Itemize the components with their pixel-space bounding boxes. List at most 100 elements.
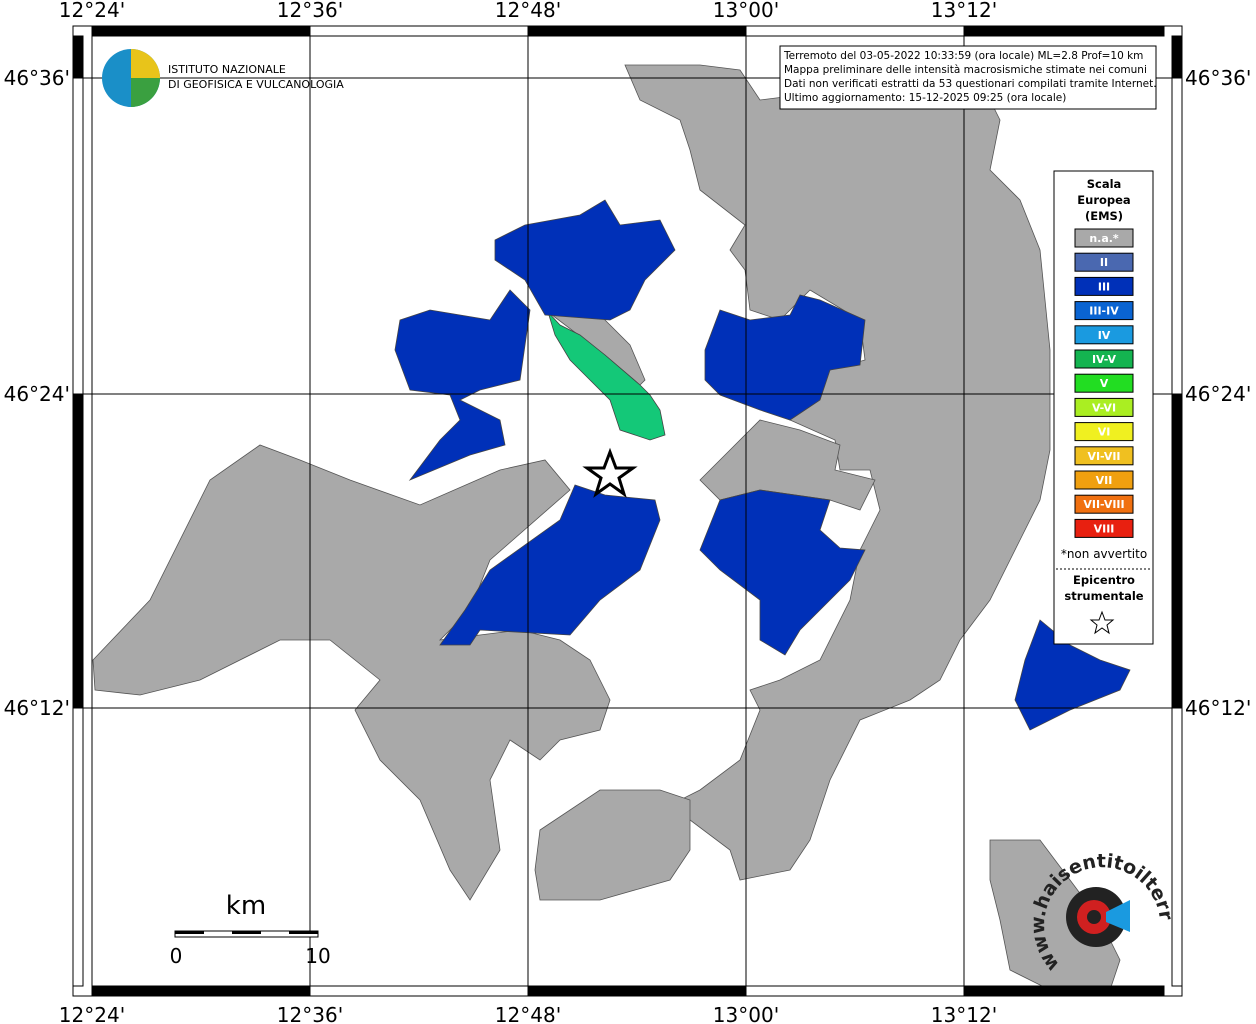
logo-text: ISTITUTO NAZIONALE [168, 63, 286, 76]
legend-swatch [1074, 397, 1134, 417]
graticule: 12°24' 12°24' 12°36' 12°36' 12°48' 12°48' 13°0… [4, 0, 1252, 1024]
lon-label: 13°00' [713, 0, 779, 22]
lon-label: 13°12' [931, 0, 997, 22]
lon-label: 12°48' [495, 0, 561, 22]
legend-swatch [1074, 325, 1134, 345]
legend-epicenter-symbol [1089, 610, 1115, 635]
logo-circle [1087, 910, 1101, 924]
lat-label: 46°12' [1185, 696, 1251, 720]
lon-label: 12°48' [495, 1003, 561, 1024]
legend-title: Europea [1077, 193, 1130, 207]
legend-swatch [1074, 470, 1134, 490]
scale-bar-segment [232, 931, 261, 934]
lon-label: 13°00' [713, 1003, 779, 1024]
logo-globe [131, 49, 160, 78]
legend-label: VII [1096, 474, 1113, 487]
legend-label: VI-VII [1087, 450, 1120, 463]
municipality [704, 294, 866, 421]
legend-label: IV [1098, 329, 1111, 342]
frame-bar [1171, 393, 1183, 709]
legend-swatch [1074, 494, 1134, 514]
lat-label: 46°12' [4, 696, 70, 720]
lon-label: 12°24' [59, 1003, 125, 1024]
frame-bar [91, 25, 311, 37]
ingv-logo: ISTITUTO NAZIONALE DI GEOFISICA E VULCAN… [102, 49, 344, 107]
lon-label: 12°36' [277, 0, 343, 22]
legend-label: VI [1098, 426, 1111, 439]
epicenter [582, 447, 638, 498]
legend: ScalaEuropea(EMS)n.a.*IIIIIIII-IVIVIV-VV… [1056, 177, 1151, 603]
frame-bar [527, 25, 747, 37]
legend-swatch [1074, 518, 1134, 538]
municipality [699, 489, 866, 656]
legend-epicenter: strumentale [1064, 589, 1143, 603]
legend-label: IV-V [1092, 353, 1117, 366]
frame-bar [72, 35, 84, 79]
frame-bar [1171, 35, 1183, 79]
legend-label: n.a.* [1089, 232, 1119, 245]
legend-label: III [1098, 280, 1110, 293]
lat-label: 46°36' [4, 66, 70, 90]
municipalities [92, 64, 1131, 991]
legend-swatch [1074, 228, 1134, 248]
legend-label: VII-VIII [1083, 498, 1124, 511]
legend-title: Scala [1087, 177, 1122, 191]
frame-bar [309, 25, 529, 37]
legend-note: *non avvertito [1061, 547, 1147, 561]
scale-bar-segment [175, 931, 204, 934]
frame-bar [1171, 77, 1183, 395]
frame-bar [72, 77, 84, 395]
frame-bar [72, 707, 84, 987]
legend-swatch [1074, 252, 1134, 272]
municipality [439, 484, 661, 646]
frame-bar [1171, 707, 1183, 987]
frame-bar [72, 393, 84, 709]
municipality [534, 789, 691, 901]
legend-label: VIII [1094, 522, 1115, 535]
logo-speaker [1106, 900, 1130, 932]
legend-swatch [1074, 373, 1134, 393]
lon-label: 13°12' [931, 1003, 997, 1024]
info-text: Terremoto del 03-05-2022 10:33:59 (ora l… [783, 50, 1157, 104]
info-line: Ultimo aggiornamento: 15-12-2025 09:25 (… [784, 92, 1066, 104]
municipality [1014, 619, 1131, 731]
frame-bar [745, 985, 965, 997]
frame-bar [745, 25, 965, 37]
logo-globe [131, 78, 160, 107]
scale-bar: km 0 10 [170, 891, 331, 968]
frame-bar [963, 985, 1165, 997]
info-line: Dati non verificati estratti da 53 quest… [784, 78, 1157, 90]
legend-swatch [1074, 349, 1134, 369]
legend-swatch [1074, 422, 1134, 442]
info-line: Terremoto del 03-05-2022 10:33:59 (ora l… [783, 50, 1143, 62]
scale-bar-segment [289, 931, 318, 934]
lat-label: 46°24' [4, 382, 70, 406]
municipality [92, 444, 611, 901]
scale-label: 10 [305, 944, 330, 968]
lat-label: 46°36' [1185, 66, 1251, 90]
legend-swatch [1074, 301, 1134, 321]
legend-label: III-IV [1089, 305, 1119, 318]
municipality [547, 311, 666, 441]
lon-label: 12°36' [277, 1003, 343, 1024]
legend-swatch [1074, 446, 1134, 466]
scale-unit: km [226, 891, 266, 921]
legend-label: II [1100, 256, 1108, 269]
legend-epicenter: Epicentro [1073, 573, 1135, 587]
frame-bar [309, 985, 529, 997]
municipality [494, 199, 676, 321]
legend-swatch [1074, 276, 1134, 296]
lon-label: 12°24' [59, 0, 125, 22]
frame-bar [91, 985, 311, 997]
legend-title: (EMS) [1085, 209, 1123, 223]
legend-label: V [1100, 377, 1109, 390]
frame-bar [527, 985, 747, 997]
info-line: Mappa preliminare delle intensità macros… [784, 64, 1147, 76]
scale-label: 0 [170, 944, 183, 968]
logo-text: DI GEOFISICA E VULCANOLOGIA [168, 78, 344, 91]
legend-label: V-VI [1092, 401, 1116, 414]
lat-label: 46°24' [1185, 382, 1251, 406]
info-box [779, 45, 1157, 110]
frame-bar [963, 25, 1165, 37]
